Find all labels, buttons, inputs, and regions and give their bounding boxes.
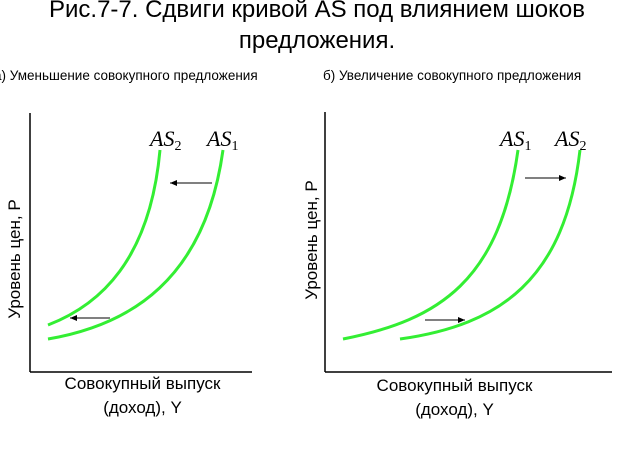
left-panel: AS2 AS1 bbox=[29, 113, 252, 373]
left-as1-label: AS1 bbox=[205, 126, 238, 154]
left-as2-label: AS2 bbox=[148, 126, 181, 154]
figure-title-line2: предложения. bbox=[238, 27, 396, 54]
right-x-axis-label-line1: Совокупный выпуск bbox=[376, 376, 533, 395]
left-x-axis-label: Совокупный выпуск (доход), Y bbox=[40, 372, 245, 420]
figure-title: Рис.7-7. Сдвиги кривой AS под влиянием ш… bbox=[0, 0, 634, 56]
right-as1-curve bbox=[342, 149, 520, 341]
figure-title-line1: Рис.7-7. Сдвиги кривой AS под влиянием ш… bbox=[48, 0, 585, 23]
left-panel-caption: а) Уменьшение совокупного предложения bbox=[0, 68, 258, 83]
left-x-axis-label-line1: Совокупный выпуск bbox=[64, 374, 221, 393]
right-as2-label: AS2 bbox=[553, 126, 586, 154]
left-x-axis-label-line2: (доход), Y bbox=[103, 398, 182, 417]
left-y-axis-label: Уровень цен, P bbox=[5, 199, 24, 319]
right-x-axis-label: Совокупный выпуск (доход), Y bbox=[352, 374, 557, 422]
right-as1-label: AS1 bbox=[498, 126, 531, 154]
right-panel: AS1 AS2 bbox=[324, 112, 612, 373]
left-as2-curve bbox=[47, 149, 162, 327]
left-as1-curve bbox=[47, 149, 225, 341]
right-as2-curve bbox=[399, 149, 582, 341]
right-x-axis-label-line2: (доход), Y bbox=[415, 400, 494, 419]
right-y-axis-label: Уровень цен, P bbox=[302, 180, 321, 300]
right-panel-caption: б) Увеличение совокупного предложения bbox=[323, 68, 582, 83]
